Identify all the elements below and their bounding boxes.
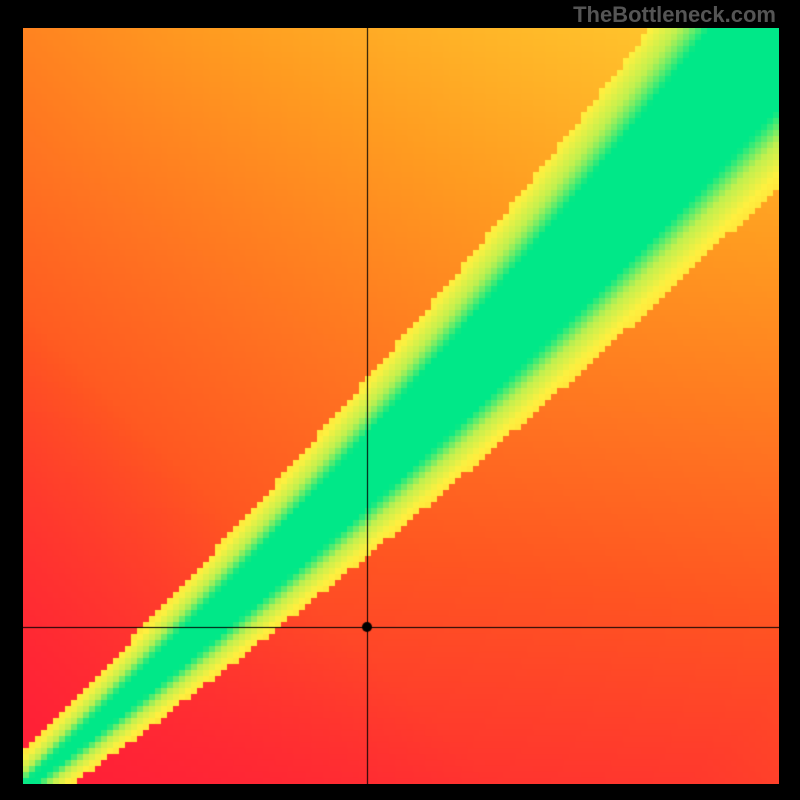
bottleneck-heatmap bbox=[23, 28, 779, 784]
heatmap-canvas bbox=[23, 28, 779, 784]
watermark-label: TheBottleneck.com bbox=[573, 2, 776, 28]
